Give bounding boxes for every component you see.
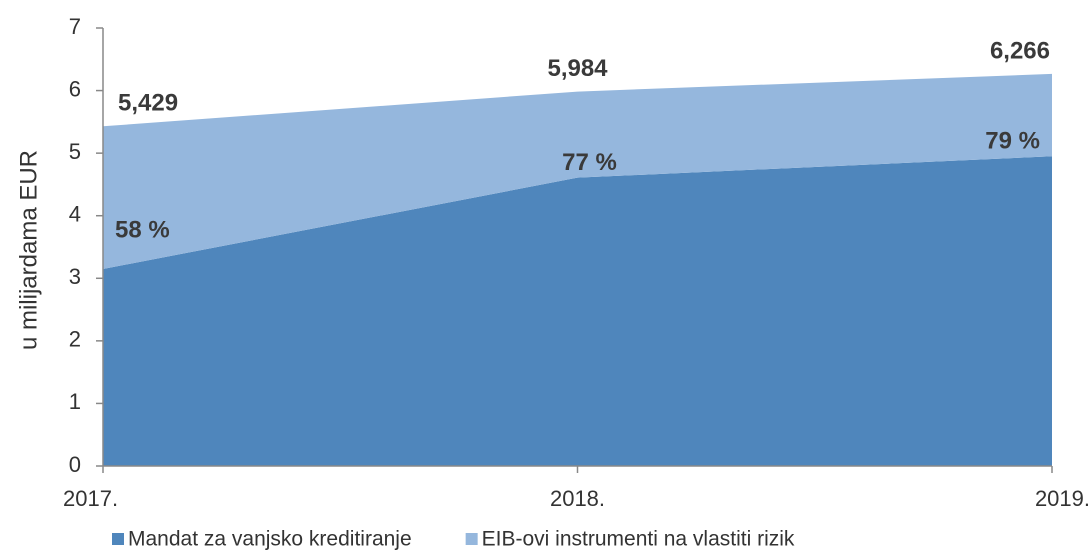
x-tick-label: 2019. bbox=[1035, 486, 1090, 511]
share-label: 58 % bbox=[115, 216, 170, 243]
legend-swatch bbox=[112, 533, 124, 545]
y-tick-label: 0 bbox=[69, 452, 81, 477]
y-tick-label: 4 bbox=[69, 202, 81, 227]
legend-swatch bbox=[465, 533, 478, 545]
x-tick-label: 2018. bbox=[550, 486, 605, 511]
y-axis-label: u milijardama EUR bbox=[15, 150, 42, 350]
y-tick-label: 2 bbox=[69, 327, 81, 352]
area bbox=[103, 73, 1052, 269]
y-tick-label: 7 bbox=[69, 14, 81, 39]
total-label: 5,429 bbox=[118, 90, 178, 117]
share-label: 79 % bbox=[985, 128, 1040, 155]
total-label: 6,266 bbox=[990, 37, 1050, 64]
y-tick-label: 6 bbox=[69, 76, 81, 101]
y-tick-label: 3 bbox=[69, 264, 81, 289]
legend-label: EIB-ovi instrumenti na vlastiti rizik bbox=[482, 528, 795, 551]
y-tick-label: 5 bbox=[69, 139, 81, 164]
area bbox=[103, 156, 1052, 466]
legend-label: Mandat za vanjsko kreditiranje bbox=[128, 528, 412, 551]
x-tick-label: 2017. bbox=[63, 486, 118, 511]
total-label: 5,984 bbox=[547, 55, 608, 82]
share-label: 77 % bbox=[562, 149, 617, 176]
y-tick-label: 1 bbox=[69, 389, 81, 414]
